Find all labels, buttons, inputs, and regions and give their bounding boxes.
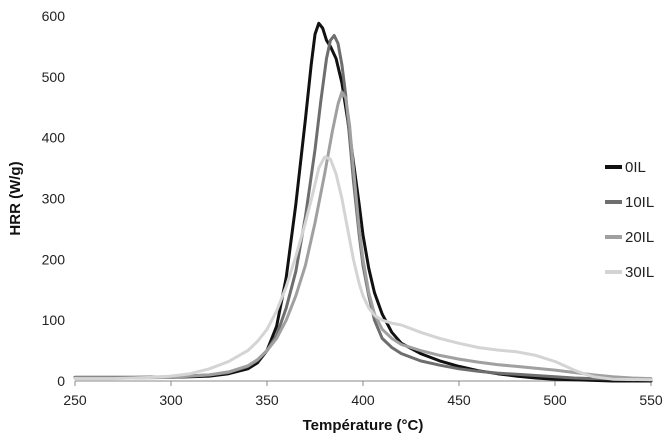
y-axis-title: HRR (W/g)	[7, 161, 24, 235]
x-tick-label: 450	[447, 392, 471, 408]
series-line-0il	[73, 21, 653, 383]
series-lines	[73, 21, 653, 383]
x-tick-label: 500	[543, 392, 567, 408]
y-tick-label: 400	[42, 130, 66, 146]
x-tick-label: 250	[63, 392, 87, 408]
x-tick-label: 400	[351, 392, 375, 408]
legend-label-20il: 20IL	[625, 229, 654, 246]
y-tick-label: 600	[42, 8, 66, 24]
axes: 250 300 350 400 450 500 550 0 100 200 300 400 500 60…	[42, 8, 663, 408]
legend-label-10il: 10IL	[625, 194, 654, 211]
x-axis-title: Température (°C)	[303, 417, 424, 434]
y-tick-label: 200	[42, 251, 66, 267]
y-tick-label: 100	[42, 312, 66, 328]
y-tick-label: 300	[42, 191, 66, 207]
x-tick-label: 350	[255, 392, 279, 408]
y-tick-label: 0	[57, 373, 65, 389]
y-axis-ticks: 0 100 200 300 400 500 600	[42, 8, 66, 389]
series-line-20il	[73, 90, 653, 381]
x-tick-label: 300	[159, 392, 183, 408]
series-line-10il	[73, 34, 653, 381]
x-axis-ticks: 250 300 350 400 450 500 550	[63, 381, 663, 408]
series-line-30il	[73, 155, 653, 382]
y-tick-label: 500	[42, 69, 66, 85]
legend-label-30il: 30IL	[625, 264, 654, 281]
legend: 0IL 10IL 20IL 30IL	[605, 159, 654, 281]
legend-label-0il: 0IL	[625, 159, 646, 176]
x-tick-label: 550	[639, 392, 663, 408]
